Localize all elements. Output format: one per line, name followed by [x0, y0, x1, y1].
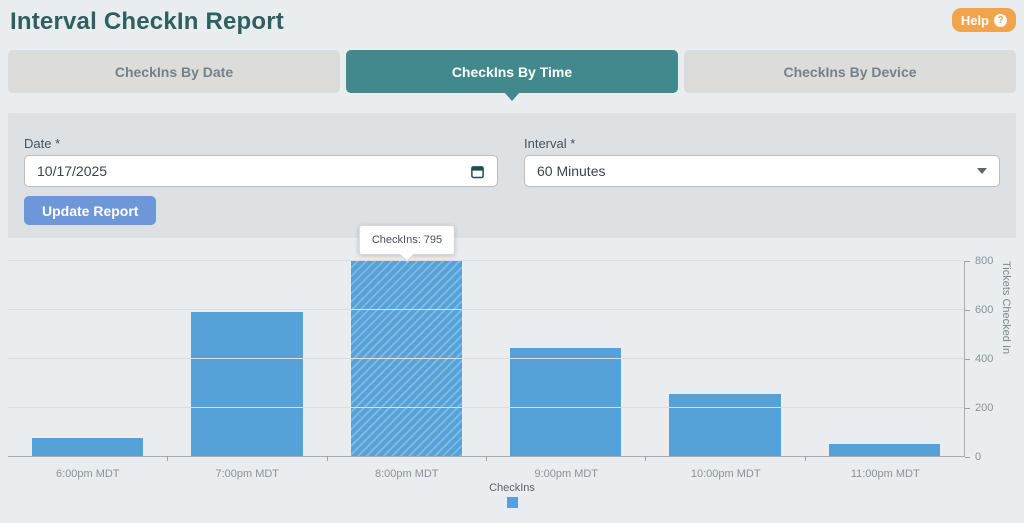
calendar-icon[interactable] — [470, 164, 485, 179]
bar-slot — [8, 261, 167, 456]
tab-checkins-by-time[interactable]: CheckIns By Time — [346, 50, 678, 101]
tab-label: CheckIns By Device — [783, 63, 917, 80]
y-axis-tick — [965, 359, 970, 360]
bar-7-00pm-mdt[interactable] — [191, 312, 303, 456]
page-title: Interval CheckIn Report — [10, 8, 285, 35]
y-axis-tick — [965, 457, 970, 458]
tab-label: CheckIns By Date — [114, 63, 234, 80]
date-input[interactable] — [24, 155, 498, 187]
tab-checkins-by-device[interactable]: CheckIns By Device — [684, 50, 1016, 93]
bar-11-00pm-mdt[interactable] — [828, 444, 941, 456]
y-axis: 0 200 400 600 800 — [965, 255, 1024, 463]
date-field-label: Date * — [24, 136, 61, 151]
date-input-value[interactable] — [37, 163, 470, 179]
x-axis-tick — [167, 456, 169, 461]
y-axis-tick — [965, 261, 970, 262]
tab-checkins-by-date[interactable]: CheckIns By Date — [8, 50, 340, 93]
x-axis-label: 7:00pm MDT — [215, 468, 280, 480]
checkins-by-time-chart: 6:00pm MDT 7:00pm MDT 8:00pm MDT 9:00pm MDT… — [0, 250, 1024, 523]
active-tab-pointer — [504, 92, 520, 101]
report-tabs: CheckIns By Date CheckIns By Time CheckI… — [8, 50, 1016, 101]
x-axis-label: 11:00pm MDT — [850, 468, 920, 480]
gridline-800 — [8, 260, 964, 261]
chevron-down-icon — [977, 168, 987, 174]
legend-swatch[interactable] — [506, 497, 518, 508]
interval-selected-value: 60 Minutes — [537, 163, 606, 179]
interval-field-label: Interval * — [524, 136, 576, 151]
chart-legend: CheckIns — [0, 482, 1024, 508]
x-axis-label: 9:00pm MDT — [534, 468, 599, 480]
bar-slot — [486, 261, 645, 456]
gridline-200 — [8, 407, 964, 408]
x-axis-label: 6:00pm MDT — [55, 468, 120, 480]
y-axis-tick — [965, 408, 970, 409]
tab-label: CheckIns By Time — [451, 63, 573, 80]
update-report-button[interactable]: Update Report — [24, 196, 157, 225]
bar-slot — [645, 261, 804, 456]
x-axis-labels: 6:00pm MDT 7:00pm MDT 8:00pm MDT 9:00pm MDT… — [8, 468, 965, 480]
help-button-label: Help — [960, 12, 989, 28]
y-axis-label: 200 — [975, 402, 994, 414]
x-axis-label: 10:00pm MDT — [690, 468, 761, 480]
bar-slot — [167, 261, 326, 456]
bar-9-00pm-mdt[interactable] — [509, 348, 622, 456]
y-axis-label: 800 — [975, 255, 994, 267]
bar-6-00pm-mdt[interactable] — [31, 438, 144, 456]
x-axis-tick — [804, 456, 806, 461]
bar-slot — [805, 261, 964, 456]
legend-label: CheckIns — [489, 482, 535, 494]
x-axis-label: 8:00pm MDT — [374, 468, 439, 480]
chart-plot — [8, 260, 965, 461]
gridline-400 — [8, 358, 964, 359]
tooltip-text: CheckIns: 795 — [371, 234, 443, 246]
help-button[interactable]: Help ? — [951, 8, 1016, 32]
x-axis-tick — [326, 456, 328, 461]
filter-panel: Date * Interval * 60 Minutes Update Repo… — [8, 113, 1016, 238]
chart-tooltip: CheckIns: 795 — [358, 225, 456, 263]
y-axis-tick — [965, 310, 970, 311]
y-axis-title: Tickets Checked In — [1000, 261, 1012, 355]
y-axis-label: 400 — [975, 353, 994, 365]
help-question-icon: ? — [994, 13, 1007, 27]
x-axis-tick — [645, 456, 647, 461]
bar-10-00pm-mdt[interactable] — [669, 394, 781, 456]
gridline-600 — [8, 309, 964, 310]
interval-select[interactable]: 60 Minutes — [524, 155, 1000, 187]
y-axis-label: 600 — [975, 304, 994, 316]
y-axis-label: 0 — [975, 451, 982, 463]
x-axis-tick — [486, 456, 487, 461]
